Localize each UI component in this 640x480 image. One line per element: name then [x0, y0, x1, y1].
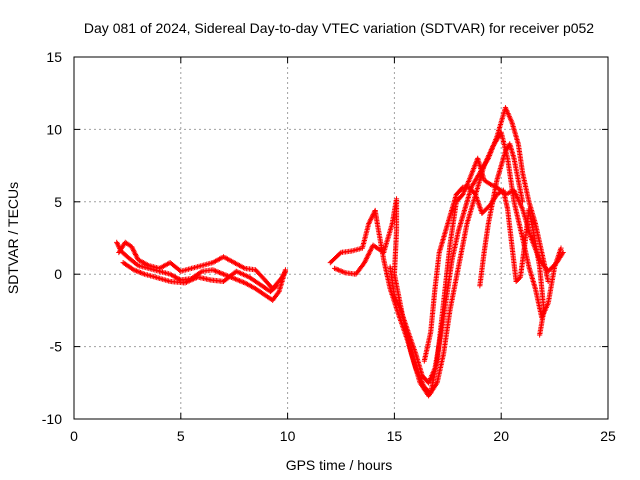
y-tick-label: 0	[54, 266, 62, 282]
x-tick-label: 5	[177, 428, 185, 444]
x-tick-label: 20	[493, 428, 509, 444]
x-tick-label: 25	[600, 428, 616, 444]
gridlines	[74, 57, 608, 419]
data-point	[519, 199, 526, 205]
plot-frame	[73, 56, 609, 420]
x-tick-label: 0	[70, 428, 78, 444]
data-point	[134, 261, 140, 268]
data-point	[537, 332, 543, 338]
y-tick-label: 15	[46, 49, 62, 65]
data-point	[282, 268, 289, 274]
data-point	[274, 283, 280, 289]
data-point	[337, 250, 343, 257]
data-point	[273, 284, 279, 290]
series-track-8	[477, 141, 526, 289]
y-tick-label: 5	[54, 194, 62, 210]
x-axis-label: GPS time / hours	[286, 457, 393, 473]
data-point	[198, 269, 204, 275]
x-tick-label: 10	[280, 428, 296, 444]
series-track-7	[421, 184, 547, 364]
series-layer	[114, 105, 566, 399]
series-track-3	[120, 260, 280, 295]
data-point	[545, 278, 551, 285]
data-point	[282, 269, 288, 276]
axes: 0 5 10 15 20 25 -10 -5 0 5 10 15	[42, 49, 616, 444]
y-tick-label: -5	[50, 339, 63, 355]
chart-title: Day 081 of 2024, Sidereal Day-to-day VTE…	[84, 20, 594, 36]
y-tick-label: -10	[42, 411, 62, 427]
y-axis-label: SDTVAR / TECUs	[5, 182, 21, 294]
data-point	[558, 245, 564, 251]
y-tick-label: 10	[46, 121, 62, 137]
x-tick-label: 15	[387, 428, 403, 444]
data-point	[516, 275, 522, 281]
